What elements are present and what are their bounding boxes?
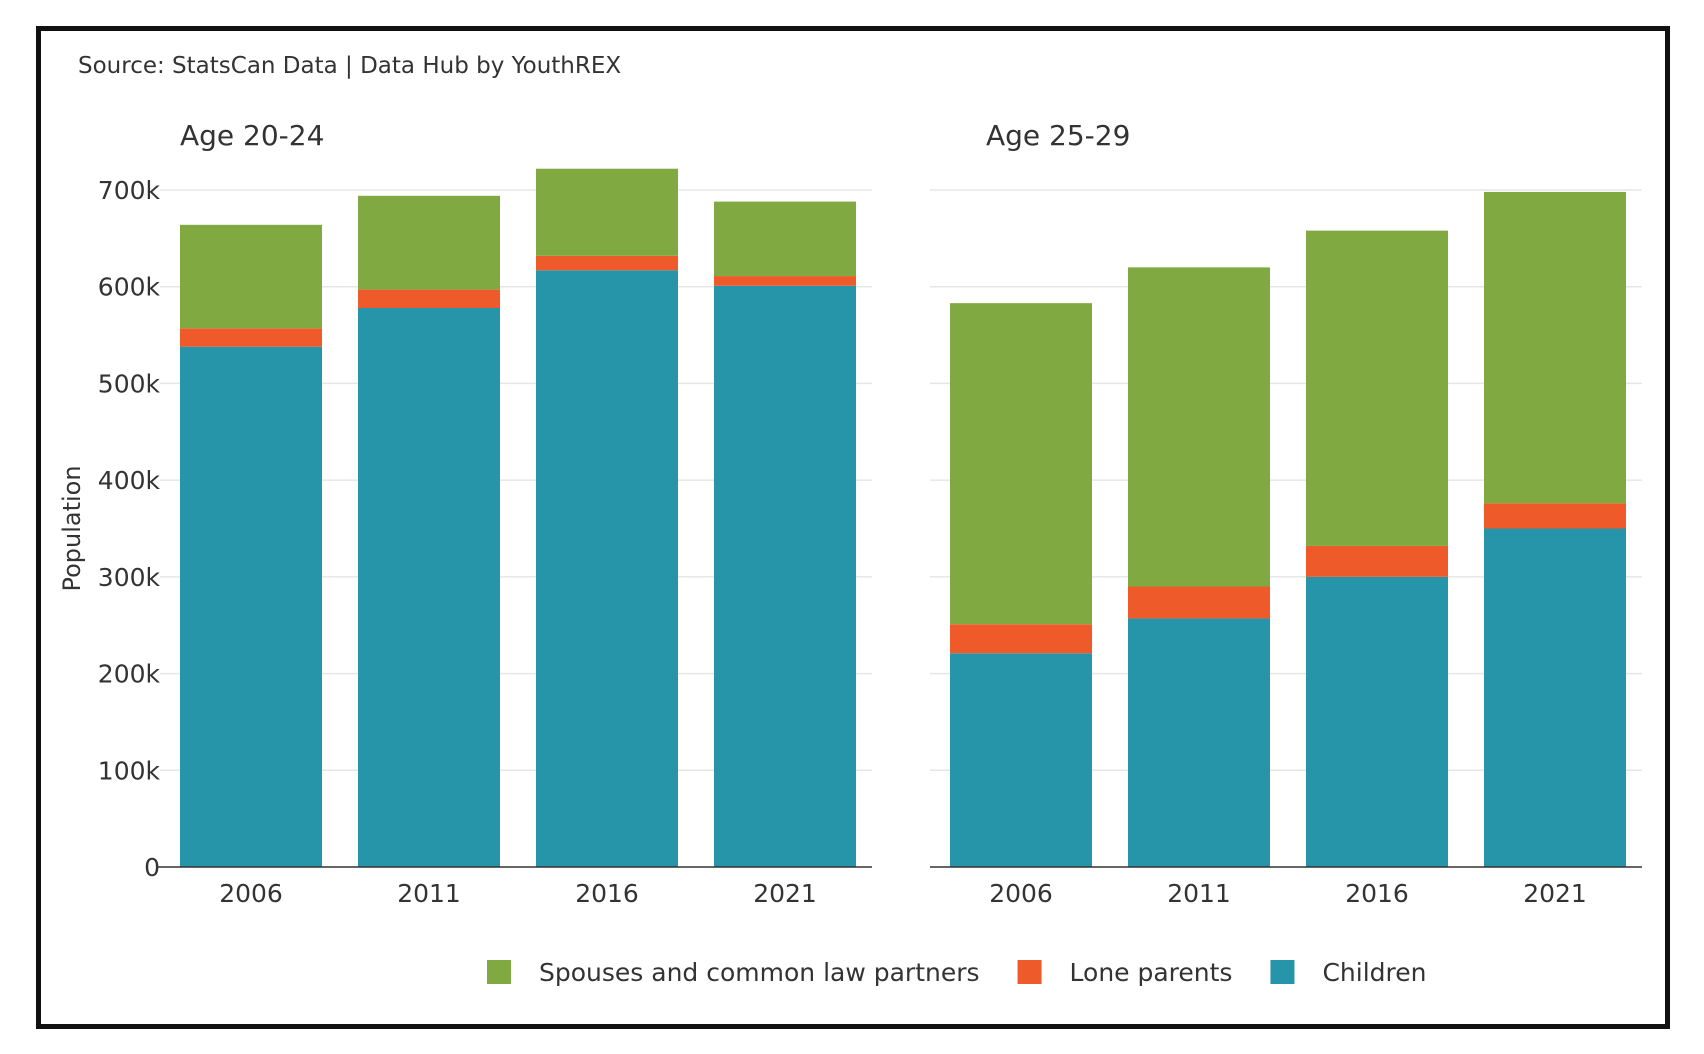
bar-segment-children [1306, 576, 1448, 867]
bar-segment-spouses-and-common-law-partners [1484, 191, 1626, 504]
legend-swatch [487, 960, 511, 984]
bar-segment-lone-parents [950, 624, 1092, 654]
bar-segment-spouses-and-common-law-partners [180, 224, 322, 329]
legend-swatch [1270, 960, 1295, 984]
bar-segment-lone-parents [714, 276, 856, 286]
bar-segment-children [950, 653, 1092, 867]
bar-segment-spouses-and-common-law-partners [536, 168, 678, 256]
bar-segment-spouses-and-common-law-partners [1306, 230, 1448, 546]
bar-segment-lone-parents [180, 328, 322, 347]
y-axis-label: Population [58, 465, 86, 591]
legend-label: Spouses and common law partners [539, 958, 980, 987]
x-tick-label: 2016 [1345, 879, 1409, 908]
legend-label: Children [1322, 958, 1426, 987]
y-tick-label: 700k [98, 176, 161, 205]
x-tick-label: 2021 [753, 879, 817, 908]
y-tick-label: 200k [98, 660, 161, 689]
bar-segment-children [714, 285, 856, 867]
x-tick-label: 2011 [397, 879, 461, 908]
bar-segment-spouses-and-common-law-partners [1128, 267, 1270, 587]
bar-segment-lone-parents [1128, 586, 1270, 619]
y-tick-label: 100k [98, 756, 161, 785]
legend-swatch [1017, 960, 1042, 984]
bar-segment-lone-parents [1306, 545, 1448, 577]
bar-segment-children [536, 270, 678, 868]
x-tick-label: 2011 [1167, 879, 1231, 908]
bar-segment-children [358, 307, 500, 867]
y-tick-label: 500k [98, 369, 161, 398]
legend-label: Lone parents [1070, 958, 1233, 987]
bar-segment-spouses-and-common-law-partners [714, 201, 856, 277]
bar-segment-spouses-and-common-law-partners [950, 303, 1092, 625]
y-tick-label: 300k [98, 563, 161, 592]
bar-segment-spouses-and-common-law-partners [358, 195, 500, 290]
y-tick-label: 400k [98, 466, 161, 495]
y-tick-label: 0 [144, 853, 160, 882]
x-tick-label: 2016 [575, 879, 639, 908]
x-tick-label: 2021 [1523, 879, 1587, 908]
y-tick-label: 600k [98, 273, 161, 302]
bar-segment-children [1128, 618, 1270, 867]
bar-segment-children [180, 346, 322, 868]
bar-segment-lone-parents [536, 255, 678, 271]
bar-segment-lone-parents [358, 289, 500, 308]
x-tick-label: 2006 [989, 879, 1053, 908]
panel-title: Age 25-29 [986, 119, 1130, 152]
panel-title: Age 20-24 [180, 119, 324, 152]
bar-segment-children [1484, 528, 1626, 867]
bar-segment-lone-parents [1484, 503, 1626, 529]
source-note: Source: StatsCan Data | Data Hub by Yout… [78, 53, 622, 79]
x-tick-label: 2006 [219, 879, 283, 908]
